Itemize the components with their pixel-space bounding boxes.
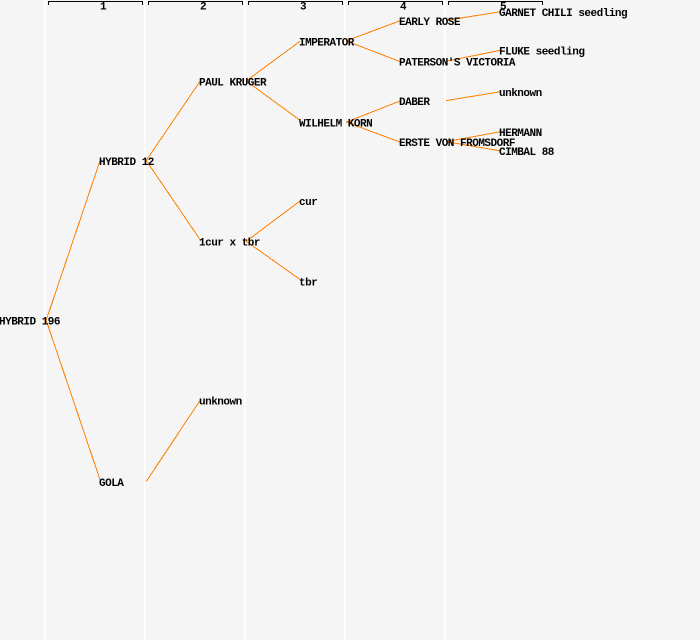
svg-text:PATERSON'S VICTORIA: PATERSON'S VICTORIA <box>399 58 516 70</box>
svg-text:unknown: unknown <box>199 397 242 409</box>
svg-text:GARNET CHILI seedling: GARNET CHILI seedling <box>499 8 627 20</box>
svg-text:1cur x tbr: 1cur x tbr <box>199 238 260 250</box>
svg-text:GOLA: GOLA <box>99 478 124 490</box>
svg-text:ERSTE VON FROMSDORF: ERSTE VON FROMSDORF <box>399 138 515 150</box>
svg-text:4: 4 <box>400 2 407 14</box>
svg-text:2: 2 <box>200 2 206 14</box>
svg-text:FLUKE seedling: FLUKE seedling <box>499 46 584 58</box>
svg-text:5: 5 <box>500 2 507 14</box>
svg-text:HYBRID 12: HYBRID 12 <box>99 157 154 169</box>
svg-text:HYBRID 196: HYBRID 196 <box>0 317 60 329</box>
svg-text:IMPERATOR: IMPERATOR <box>299 37 355 49</box>
svg-text:cur: cur <box>299 197 317 209</box>
svg-text:PAUL KRUGER: PAUL KRUGER <box>199 77 267 89</box>
svg-text:WILHELM KORN: WILHELM KORN <box>299 119 372 131</box>
svg-text:HERMANN: HERMANN <box>499 128 542 140</box>
svg-text:unknown: unknown <box>499 88 542 100</box>
svg-text:EARLY ROSE: EARLY ROSE <box>399 17 461 29</box>
svg-text:3: 3 <box>300 2 307 14</box>
svg-text:DABER: DABER <box>399 97 430 109</box>
svg-text:tbr: tbr <box>299 278 317 290</box>
svg-text:CIMBAL 88: CIMBAL 88 <box>499 147 555 159</box>
svg-text:1: 1 <box>100 2 107 14</box>
